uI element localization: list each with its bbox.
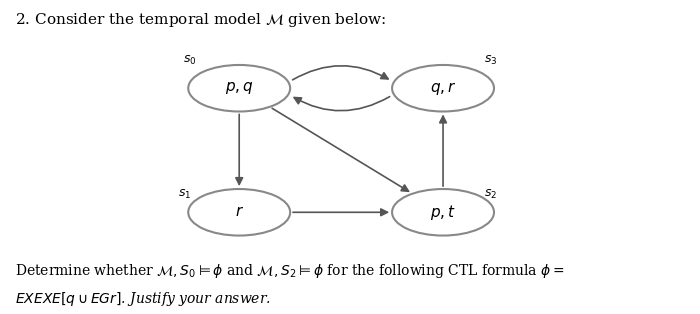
- FancyArrowPatch shape: [293, 209, 387, 216]
- Text: $p, q$: $p, q$: [225, 80, 253, 96]
- FancyArrowPatch shape: [211, 219, 229, 230]
- Text: $s_2$: $s_2$: [484, 187, 497, 201]
- Circle shape: [392, 189, 494, 236]
- Text: $EXEXE[q \cup EGr]$. Justify your answer.: $EXEXE[q \cup EGr]$. Justify your answer…: [15, 290, 271, 308]
- Circle shape: [188, 189, 290, 236]
- Text: $s_0$: $s_0$: [183, 54, 197, 67]
- FancyArrowPatch shape: [294, 97, 390, 111]
- Text: $r$: $r$: [234, 205, 244, 219]
- Circle shape: [188, 65, 290, 111]
- Text: $s_1$: $s_1$: [178, 187, 191, 201]
- FancyArrowPatch shape: [236, 114, 242, 184]
- Text: 2. Consider the temporal model $\mathcal{M}$ given below:: 2. Consider the temporal model $\mathcal…: [15, 11, 386, 29]
- Text: Determine whether $\mathcal{M}, S_0 \vDash \phi$ and $\mathcal{M}, S_2 \vDash \p: Determine whether $\mathcal{M}, S_0 \vDa…: [15, 262, 564, 280]
- FancyArrowPatch shape: [440, 116, 447, 186]
- FancyArrowPatch shape: [293, 66, 388, 80]
- FancyArrowPatch shape: [272, 108, 409, 191]
- Circle shape: [392, 65, 494, 111]
- Text: $p, t$: $p, t$: [430, 203, 456, 222]
- Text: $q, r$: $q, r$: [430, 80, 456, 97]
- Text: $s_3$: $s_3$: [484, 54, 497, 67]
